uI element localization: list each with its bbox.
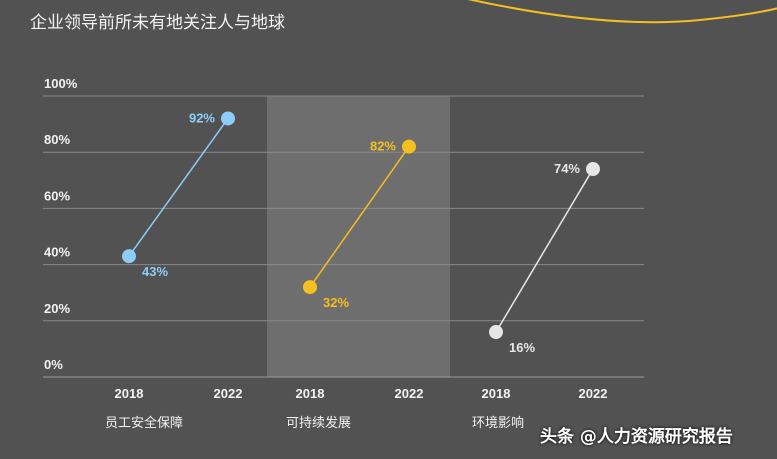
- x-tick-label: 2018: [296, 386, 325, 401]
- group-label: 环境影响: [472, 415, 524, 431]
- x-tick-label: 2022: [579, 386, 608, 401]
- series-line: [309, 146, 410, 288]
- data-label: 82%: [370, 139, 396, 154]
- data-label: 16%: [509, 340, 535, 355]
- x-tick-label: 2018: [115, 386, 144, 401]
- data-point: [122, 249, 136, 264]
- highlight-band: [267, 96, 450, 377]
- x-tick-label: 2022: [395, 386, 424, 401]
- y-tick-label: 60%: [44, 188, 70, 203]
- x-tick-label: 2022: [214, 386, 243, 401]
- group-label: 员工安全保障: [105, 415, 183, 431]
- decorative-arc: [467, 0, 777, 24]
- data-label: 43%: [142, 264, 168, 279]
- data-point: [221, 111, 235, 126]
- y-tick-label: 40%: [44, 245, 70, 260]
- watermark: 头条 @人力资源研究报告: [540, 427, 733, 447]
- group-label: 可持续发展: [286, 415, 351, 431]
- chart-title: 企业领导前所未有地关注人与地球: [30, 13, 285, 33]
- y-tick-label: 0%: [44, 357, 63, 372]
- data-label: 74%: [554, 161, 580, 176]
- y-tick-label: 20%: [44, 301, 70, 316]
- data-label: 32%: [323, 295, 349, 310]
- data-point: [489, 325, 503, 340]
- x-tick-label: 2018: [482, 386, 511, 401]
- data-label: 92%: [189, 110, 215, 125]
- data-point: [402, 139, 416, 154]
- series-line: [495, 168, 594, 333]
- data-point: [303, 280, 317, 295]
- y-tick-label: 100%: [44, 76, 78, 91]
- series-line: [128, 118, 229, 257]
- data-point: [586, 162, 600, 177]
- y-tick-label: 80%: [44, 132, 70, 147]
